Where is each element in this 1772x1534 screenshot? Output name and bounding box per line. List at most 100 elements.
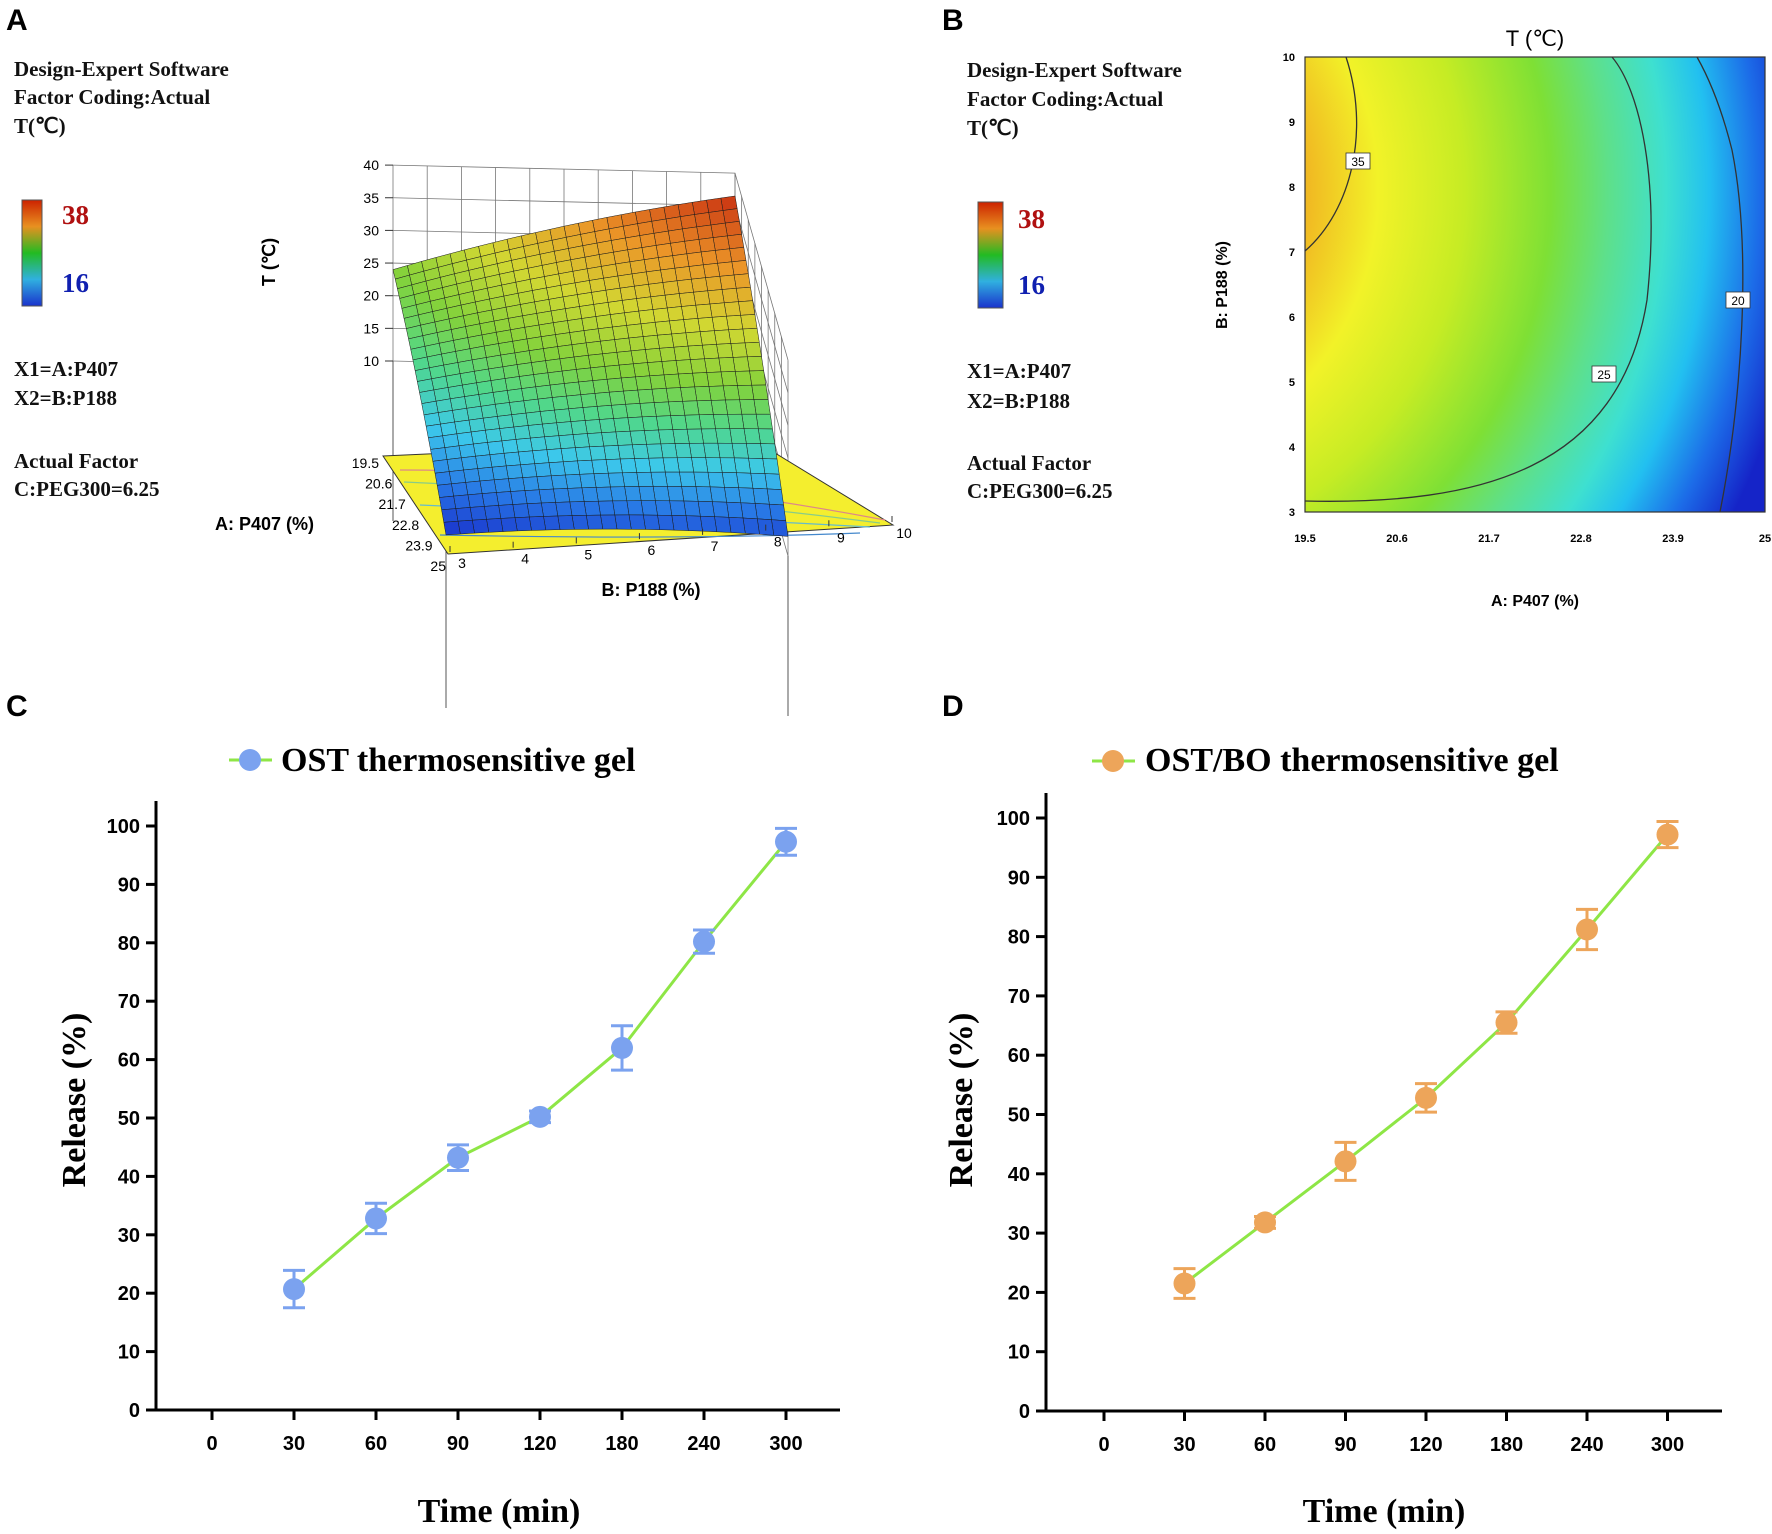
surface-facet bbox=[686, 428, 704, 444]
surface-facet bbox=[639, 402, 657, 418]
surface-facet bbox=[726, 315, 744, 331]
surface-facet bbox=[568, 407, 586, 422]
contour-x-tick-label: 25 bbox=[1759, 533, 1771, 545]
surface-facet bbox=[605, 287, 623, 303]
surface-facet bbox=[593, 302, 611, 317]
x-tick-label: 90 bbox=[447, 1433, 469, 1455]
surface-facet bbox=[672, 428, 690, 444]
surface-facet bbox=[519, 374, 536, 389]
surface-facet bbox=[618, 363, 636, 379]
surface-facet bbox=[628, 336, 646, 352]
surface-facet bbox=[565, 474, 583, 489]
surface-facet bbox=[753, 399, 771, 415]
surface-facet bbox=[731, 443, 749, 459]
surface-facet bbox=[604, 364, 622, 380]
surface-facet bbox=[729, 428, 747, 444]
surface-facet bbox=[721, 288, 739, 304]
software-label: Design-Expert Software bbox=[967, 58, 1182, 82]
surface-facet bbox=[588, 353, 606, 369]
surface-facet bbox=[708, 210, 726, 226]
surface-facet bbox=[577, 292, 594, 307]
x-axis-label: Time (min) bbox=[1303, 1493, 1466, 1530]
surface-facet bbox=[692, 199, 709, 215]
data-point bbox=[529, 1105, 551, 1128]
surface-facet bbox=[706, 197, 724, 213]
x1-label: X1=A:P407 bbox=[14, 357, 118, 381]
surface-facet bbox=[578, 380, 596, 395]
surface-facet bbox=[477, 466, 495, 482]
surface-facet bbox=[667, 486, 685, 502]
z-tick-label: 30 bbox=[363, 222, 379, 238]
surface-facet bbox=[599, 418, 617, 433]
surface-facet bbox=[620, 376, 638, 392]
surface-facet bbox=[648, 282, 666, 298]
surface-facet bbox=[754, 503, 772, 520]
actual-factor-value: C:PEG300=6.25 bbox=[967, 479, 1113, 503]
surface-plot-3d: 10 15 20 25 30 35 40 19.5 20.6 21.7 22.8 23.9 25 3 4 5 6… bbox=[215, 157, 912, 716]
surface-facet bbox=[525, 411, 543, 426]
surface-facet bbox=[686, 251, 704, 267]
contour-label-25: 25 bbox=[1591, 365, 1617, 383]
surface-facet bbox=[482, 416, 500, 431]
y-tick-label: 60 bbox=[1008, 1045, 1030, 1067]
surface-facet bbox=[464, 394, 482, 409]
surface-facet bbox=[502, 364, 520, 379]
surface-facet bbox=[653, 230, 671, 246]
surface-facet bbox=[724, 487, 742, 504]
surface-facet bbox=[716, 343, 734, 359]
surface-facet bbox=[498, 504, 516, 519]
surface-facet bbox=[653, 401, 671, 417]
surface-facet bbox=[626, 323, 644, 339]
surface-facet bbox=[423, 412, 441, 427]
surface-facet bbox=[670, 414, 688, 430]
surface-facet bbox=[651, 388, 669, 403]
legend-high-value: 38 bbox=[62, 200, 89, 230]
response-label: T(℃) bbox=[14, 114, 66, 138]
surface-facet bbox=[732, 356, 750, 372]
surface-facet bbox=[595, 314, 613, 330]
x2-label: X2=B:P188 bbox=[967, 389, 1070, 413]
surface-facet bbox=[571, 342, 589, 358]
panel-letter-d: D bbox=[942, 690, 964, 723]
color-legend-bar bbox=[21, 199, 43, 307]
surface-facet bbox=[629, 259, 647, 275]
surface-facet bbox=[567, 487, 585, 503]
surface-facet bbox=[605, 458, 623, 474]
surface-facet bbox=[736, 472, 754, 489]
z-tick-label: 40 bbox=[363, 157, 379, 173]
surface-facet bbox=[561, 369, 579, 384]
surface-facet bbox=[651, 218, 669, 234]
surface-facet bbox=[607, 300, 625, 315]
surface-facet bbox=[513, 425, 531, 440]
surface-facet bbox=[764, 473, 782, 490]
a-tick-label: 19.5 bbox=[352, 455, 379, 471]
surface-facet bbox=[727, 413, 745, 429]
surface-facet bbox=[613, 249, 631, 265]
surface-facet bbox=[735, 286, 753, 302]
panel-letter-a: A bbox=[6, 4, 28, 37]
surface-facet bbox=[600, 339, 618, 355]
surface-facet bbox=[610, 486, 628, 502]
surface-facet bbox=[472, 519, 490, 534]
surface-facet bbox=[478, 392, 496, 407]
surface-facet bbox=[693, 471, 711, 488]
surface-facet bbox=[526, 336, 544, 351]
surface-facet bbox=[728, 517, 746, 534]
surface-facet bbox=[625, 403, 643, 418]
surface-facet bbox=[593, 472, 611, 488]
y-tick-label: 50 bbox=[1008, 1105, 1030, 1127]
b-tick-label: 7 bbox=[711, 538, 719, 554]
surface-facet bbox=[617, 444, 635, 460]
surface-facet bbox=[640, 322, 658, 337]
contour-y-tick-label: 9 bbox=[1289, 117, 1295, 129]
surface-facet bbox=[683, 318, 701, 334]
surface-facet bbox=[752, 487, 770, 505]
surface-facet bbox=[531, 360, 549, 375]
surface-facet bbox=[742, 517, 760, 535]
b-tick-label: 9 bbox=[837, 529, 845, 545]
surface-facet bbox=[591, 459, 609, 474]
surface-facet bbox=[598, 500, 616, 516]
surface-facet bbox=[583, 328, 601, 344]
surface-facet bbox=[522, 476, 540, 491]
surface-facet bbox=[734, 370, 752, 386]
